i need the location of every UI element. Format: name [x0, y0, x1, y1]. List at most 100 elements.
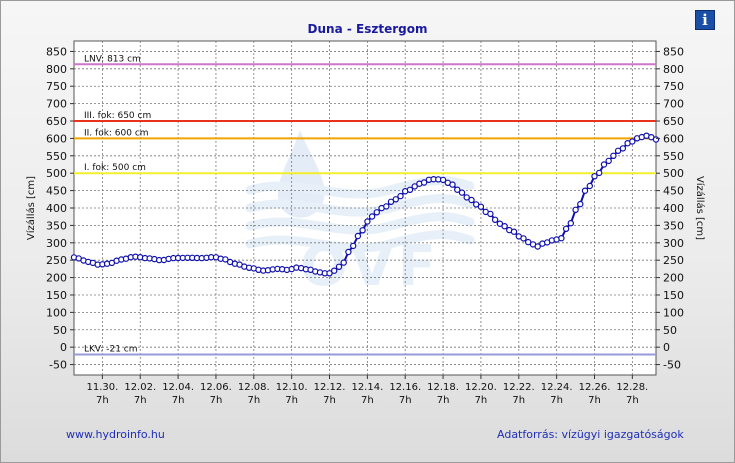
x-tick-label-hour: 7h: [512, 395, 525, 406]
x-tick-label-hour: 7h: [210, 395, 223, 406]
data-point: [373, 209, 380, 216]
x-tick-label-date: 12.12.: [314, 382, 346, 393]
x-tick-label-hour: 7h: [361, 395, 374, 406]
data-point: [340, 259, 347, 266]
x-tick-label-date: 12.22.: [503, 382, 535, 393]
x-tick-label-date: 12.16.: [389, 382, 421, 393]
y-tick-label-left: 700: [46, 98, 67, 111]
y-tick-label-right: 400: [663, 202, 684, 215]
data-point: [558, 234, 565, 242]
y-tick-label-right: 150: [663, 289, 684, 302]
data-point: [383, 203, 390, 210]
threshold-lines: LNV: 813 cm III. fok: 650 cm II. fok: 600 …: [74, 54, 656, 356]
threshold-label: LKV: -21 cm: [84, 344, 138, 354]
data-point: [350, 242, 357, 250]
x-tick-label-date: 11.30.: [86, 382, 118, 393]
data-point: [572, 206, 579, 213]
data-point: [581, 187, 589, 194]
hydroinfo-link[interactable]: www.hydroinfo.hu: [66, 428, 165, 441]
data-point: [600, 161, 608, 168]
data-point: [652, 136, 660, 143]
y-tick-label-left: 800: [46, 63, 67, 76]
data-point: [510, 228, 518, 235]
x-tick-label-date: 12.18.: [427, 382, 459, 393]
x-tick-label-date: 12.04.: [162, 382, 194, 393]
threshold-label: I. fok: 500 cm: [84, 163, 146, 173]
y-tick-label-left: 650: [46, 115, 67, 128]
y-tick-label-right: 350: [663, 219, 684, 232]
y-tick-label-right: 100: [663, 306, 684, 319]
data-point: [458, 189, 466, 196]
data-point: [477, 203, 485, 210]
data-point: [534, 243, 541, 250]
data-point: [449, 181, 456, 188]
x-tick-label-hour: 7h: [626, 395, 639, 406]
data-point: [487, 210, 494, 218]
x-tick-label-hour: 7h: [399, 395, 412, 406]
data-point: [345, 248, 352, 256]
data-point: [368, 213, 376, 220]
y-tick-label-right: 50: [663, 324, 677, 337]
y-tick-label-right: 300: [663, 237, 684, 250]
y-tick-label-left: 100: [46, 306, 67, 319]
data-point: [406, 186, 414, 193]
y-tick-label-right: 600: [663, 132, 684, 145]
x-tick-label-hour: 7h: [475, 395, 488, 406]
data-point: [326, 270, 333, 277]
data-point: [496, 220, 504, 227]
data-point: [420, 179, 428, 186]
data-point: [335, 263, 343, 270]
y-tick-label-right: 500: [663, 167, 684, 180]
threshold-label: III. fok: 650 cm: [84, 111, 151, 121]
data-point: [619, 145, 627, 152]
info-icon[interactable]: i: [695, 10, 715, 30]
data-point: [364, 218, 371, 225]
y-tick-label-left: 150: [46, 289, 67, 302]
x-tick-label-hour: 7h: [285, 395, 298, 406]
threshold-label: II. fok: 600 cm: [84, 128, 149, 138]
data-source-text: Adatforrás: vízügyi igazgatóságok: [497, 428, 684, 441]
data-point: [331, 267, 338, 274]
y-tick-label-left: 750: [46, 80, 67, 93]
y-tick-label-left: 0: [60, 341, 67, 354]
y-tick-label-left: 500: [46, 167, 67, 180]
x-tick-label-date: 12.08.: [238, 382, 270, 393]
y-tick-label-right: 200: [663, 272, 684, 285]
watermark-wave: [245, 212, 475, 235]
y-tick-label-left: 850: [46, 45, 67, 58]
x-tick-label-hour: 7h: [588, 395, 601, 406]
y-tick-label-right: 0: [663, 341, 670, 354]
data-point: [354, 232, 362, 240]
data-point: [439, 176, 447, 184]
data-point: [629, 138, 636, 145]
y-tick-label-left: 600: [46, 132, 67, 145]
x-tick-label-date: 12.28.: [616, 382, 648, 393]
data-point: [591, 173, 598, 180]
data-point: [359, 227, 366, 234]
y-tick-label-left: 50: [53, 324, 67, 337]
data-point: [501, 222, 508, 230]
data-point: [596, 169, 603, 177]
y-tick-label-right: 750: [663, 80, 684, 93]
x-tick-label-hour: 7h: [437, 395, 450, 406]
data-point: [562, 225, 570, 232]
y-tick-label-left: 550: [46, 150, 67, 163]
data-point: [586, 182, 594, 190]
y-tick-label-left: 200: [46, 272, 67, 285]
y-tick-label-left: -50: [49, 359, 67, 372]
data-point: [491, 216, 499, 223]
series-water-level: [70, 132, 660, 277]
y-tick-label-left: 300: [46, 237, 67, 250]
data-point: [567, 219, 575, 227]
x-tick-label-hour: 7h: [172, 395, 185, 406]
x-tick-label-date: 12.02.: [124, 382, 156, 393]
data-point: [387, 198, 395, 205]
y-tick-label-right: 800: [663, 63, 684, 76]
x-tick-label-hour: 7h: [323, 395, 336, 406]
y-tick-label-right: 250: [663, 254, 684, 267]
data-point: [454, 186, 461, 193]
x-tick-label-hour: 7h: [134, 395, 147, 406]
chart-title: Duna - Esztergom: [307, 22, 428, 36]
y-tick-label-left: 250: [46, 254, 67, 267]
